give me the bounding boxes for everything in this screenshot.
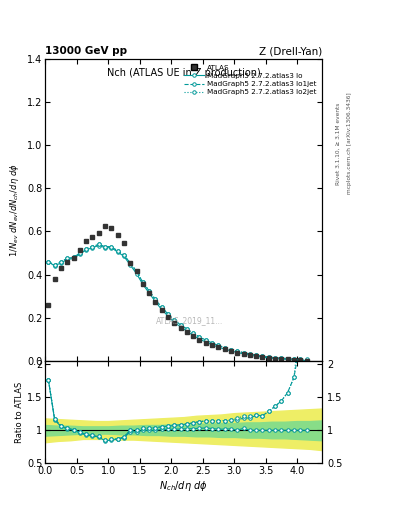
- X-axis label: $N_{ch}/d\eta\ d\phi$: $N_{ch}/d\eta\ d\phi$: [159, 479, 208, 493]
- Text: ATLAS_2019_11...: ATLAS_2019_11...: [156, 316, 223, 325]
- Text: Nch (ATLAS UE in Z production): Nch (ATLAS UE in Z production): [107, 68, 261, 78]
- Y-axis label: $1/N_{ev}\ dN_{ev}/dN_{ch}/d\eta\ d\phi$: $1/N_{ev}\ dN_{ev}/dN_{ch}/d\eta\ d\phi$: [9, 163, 22, 257]
- Text: 13000 GeV pp: 13000 GeV pp: [45, 46, 127, 56]
- Text: Rivet 3.1.10, ≥ 3.1M events: Rivet 3.1.10, ≥ 3.1M events: [336, 102, 341, 184]
- Y-axis label: Ratio to ATLAS: Ratio to ATLAS: [15, 381, 24, 443]
- Text: Z (Drell-Yan): Z (Drell-Yan): [259, 46, 322, 56]
- Text: mcplots.cern.ch [arXiv:1306.3436]: mcplots.cern.ch [arXiv:1306.3436]: [347, 93, 352, 194]
- Legend: ATLAS, MadGraph5 2.7.2.atlas3 lo, MadGraph5 2.7.2.atlas3 lo1jet, MadGraph5 2.7.2: ATLAS, MadGraph5 2.7.2.atlas3 lo, MadGra…: [182, 62, 319, 98]
